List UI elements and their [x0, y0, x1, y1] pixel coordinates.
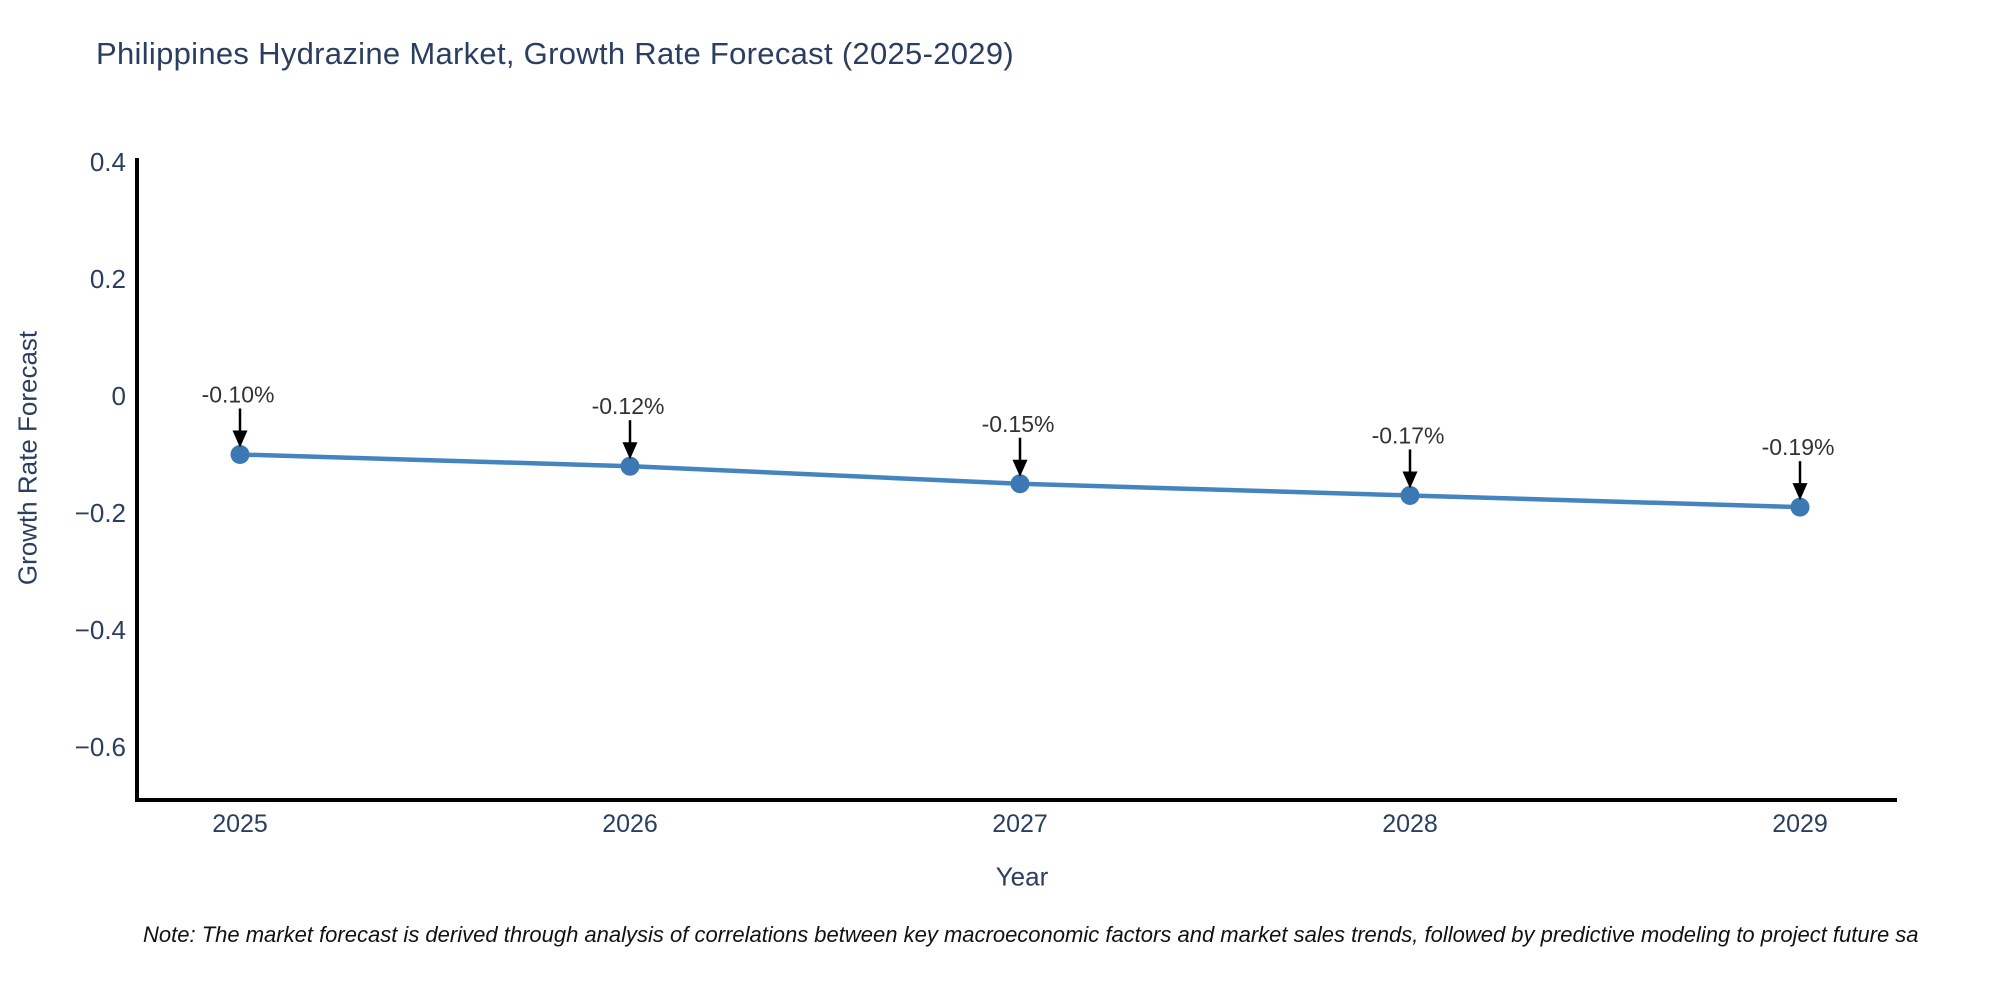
chart-title: Philippines Hydrazine Market, Growth Rat…	[96, 36, 1015, 71]
annotation-arrowhead	[1792, 483, 1808, 501]
data-point-marker	[1400, 485, 1420, 505]
y-tick-label: 0.4	[90, 147, 126, 177]
series-layer	[230, 445, 1810, 517]
data-point-marker	[230, 445, 250, 464]
tick-layer: 0.4 0.2 0 −0.2 −0.4 −0.6 2025 2026 2027 2028 2029	[75, 147, 1828, 838]
data-point-label: -0.15%	[982, 411, 1055, 437]
annotation-arrowhead	[1012, 459, 1028, 477]
y-axis-title: Growth Rate Forecast	[12, 330, 43, 586]
annotation-arrowhead	[1402, 471, 1418, 489]
y-tick-label: −0.4	[75, 615, 126, 645]
annotation-arrowhead	[622, 442, 638, 460]
y-tick-label: 0	[112, 381, 126, 411]
annotation-arrowhead	[232, 430, 248, 448]
data-point-label: -0.19%	[1762, 434, 1835, 460]
x-tick-label: 2028	[1382, 810, 1438, 838]
y-tick-label: 0.2	[90, 264, 126, 294]
data-point-marker	[620, 456, 640, 476]
data-point-label: -0.10%	[202, 382, 275, 408]
data-point-label: -0.17%	[1372, 422, 1445, 448]
x-tick-label: 2029	[1772, 810, 1828, 838]
data-point-marker	[1790, 497, 1810, 517]
x-tick-label: 2026	[602, 810, 658, 838]
footnote: Note: The market forecast is derived thr…	[143, 922, 1919, 947]
annotation-layer: -0.10% -0.12% -0.15% -0.17% -0.19%	[202, 382, 1835, 501]
x-tick-label: 2027	[992, 810, 1048, 838]
data-point-label: -0.12%	[592, 393, 665, 419]
y-tick-label: −0.6	[75, 732, 126, 762]
data-point-marker	[1010, 474, 1030, 494]
x-tick-label: 2025	[212, 810, 268, 838]
axes-layer	[135, 158, 1897, 802]
x-axis-title: Year	[995, 861, 1049, 892]
y-tick-label: −0.2	[75, 498, 126, 528]
